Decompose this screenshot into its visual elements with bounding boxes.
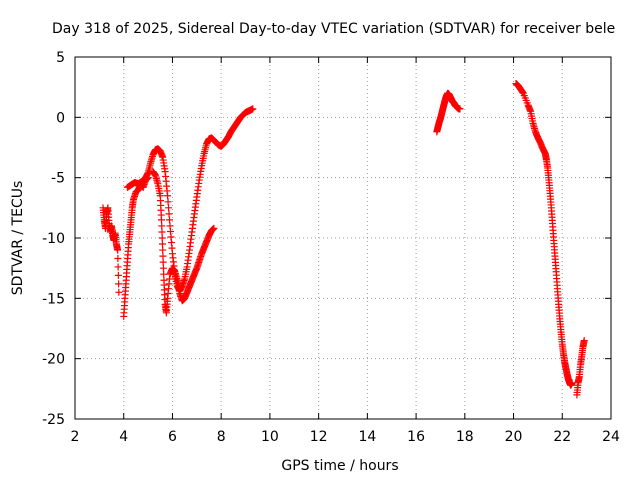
data-point [249,105,257,113]
data-point [158,240,166,248]
data-point [114,246,122,254]
data-point [157,216,165,224]
y-tick-label: -25 [42,412,65,428]
x-tick-label: 8 [217,429,226,445]
data-point [159,246,167,254]
y-tick-label: -15 [42,291,65,307]
x-tick-label: 18 [456,429,474,445]
data-point [159,258,167,266]
y-tick-label: 0 [56,110,65,126]
x-tick-label: 14 [358,429,376,445]
data-point [115,280,123,288]
x-tick-label: 2 [71,429,80,445]
data-point [164,198,172,206]
grid [75,57,611,419]
x-tick-label: 20 [505,429,523,445]
data-point [158,234,166,242]
data-point [114,255,122,263]
data-point [159,252,167,260]
x-tick-label: 10 [261,429,279,445]
y-tick-label: -5 [51,171,65,187]
data-point [114,271,122,279]
data-point [114,263,122,271]
data-point [164,192,172,200]
y-tick-label: -20 [42,352,65,368]
data-point [158,228,166,236]
x-tick-label: 16 [407,429,425,445]
y-tick-label: 5 [56,50,65,66]
x-tick-label: 22 [553,429,571,445]
x-tick-label: 12 [310,429,328,445]
data-point [165,204,173,212]
data-point [580,337,588,345]
data-points [99,80,588,399]
data-point [165,210,173,218]
data-point [158,222,166,230]
data-point [115,288,123,296]
data-point [160,270,168,278]
y-tick-label: -10 [42,231,65,247]
x-tick-label: 6 [168,429,177,445]
data-point [210,224,218,232]
data-point [159,264,167,272]
data-point [456,105,464,113]
x-axis-label: GPS time / hours [281,458,398,474]
data-point [166,216,174,224]
y-axis-label: SDTVAR / TECUs [10,181,26,296]
x-tick-label: 4 [119,429,128,445]
data-point [568,379,576,387]
x-tick-label: 24 [602,429,620,445]
chart-title: Day 318 of 2025, Sidereal Day-to-day VTE… [52,21,615,37]
